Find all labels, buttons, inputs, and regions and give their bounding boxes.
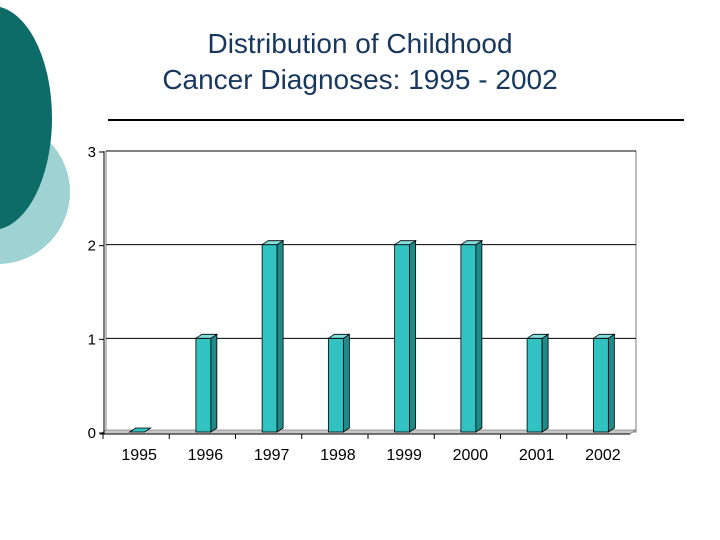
y-tick-label: 2 (88, 238, 96, 255)
bar-side (210, 333, 218, 433)
bar-top (525, 333, 550, 339)
decor-dark-circle (0, 7, 52, 229)
slide-title: Distribution of Childhood Cancer Diagnos… (100, 26, 620, 98)
bar (327, 337, 344, 433)
bar (195, 337, 212, 433)
bar (460, 244, 477, 433)
bar (261, 244, 278, 433)
bar (128, 427, 152, 433)
title-line-1: Distribution of Childhood (207, 28, 513, 59)
chart-floor (98, 429, 638, 435)
x-tick-label: 1996 (188, 447, 224, 464)
bar (526, 337, 543, 433)
x-tick-label: 1995 (121, 447, 157, 464)
bar-chart: 0 1 2 3 1995 1996 1997 1998 1999 2000 2001 2002 (88, 144, 638, 464)
bar-side (342, 333, 350, 433)
bar-top (260, 240, 285, 246)
slide-decoration (0, 7, 70, 264)
plot-area (105, 150, 637, 433)
y-tick-label: 0 (88, 425, 96, 442)
title-line-2: Cancer Diagnoses: 1995 - 2002 (162, 64, 558, 95)
bar (592, 337, 609, 433)
x-tick-label: 2000 (453, 447, 489, 464)
y-tick-label: 3 (88, 144, 96, 161)
bar-side (276, 239, 284, 433)
x-tick-label: 2001 (519, 447, 555, 464)
bar-top (194, 333, 219, 339)
x-tick-label: 1997 (254, 447, 290, 464)
title-divider (108, 119, 684, 121)
x-tick-label: 2002 (585, 447, 621, 464)
bar-top (459, 240, 484, 246)
bar-top (327, 333, 351, 339)
y-tick-label: 1 (88, 331, 96, 348)
bar-top (393, 240, 417, 246)
bar-side (475, 239, 483, 433)
bar-side (541, 333, 549, 433)
bar-side (409, 239, 417, 433)
x-tick-label: 1999 (386, 447, 422, 464)
x-tick-label: 1998 (320, 447, 356, 464)
bar (394, 244, 411, 433)
bar-top (592, 333, 616, 339)
bar-side (607, 333, 615, 433)
